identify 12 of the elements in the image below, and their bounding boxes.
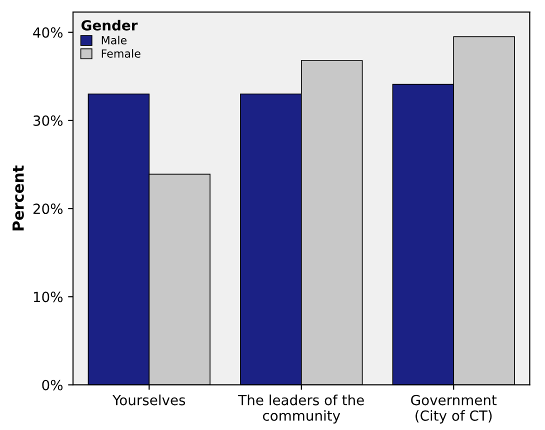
y-tick-label: 10% (34, 292, 63, 302)
x-tick-label: The leaders of the community (238, 394, 364, 424)
legend-label: Male (102, 36, 127, 44)
y-tick-label: 30% (33, 115, 63, 126)
y-axis-title: Percent (12, 165, 24, 230)
legend-title: Gender (82, 20, 138, 31)
x-tick-label: Yourselves (112, 394, 186, 406)
legend-label: Female (102, 49, 140, 58)
y-tick-label: 20% (33, 204, 63, 214)
y-tick-label: 40% (33, 27, 63, 38)
y-tick-label: 0% (42, 380, 63, 390)
x-tick-label: Government (City of CT) (411, 394, 497, 424)
